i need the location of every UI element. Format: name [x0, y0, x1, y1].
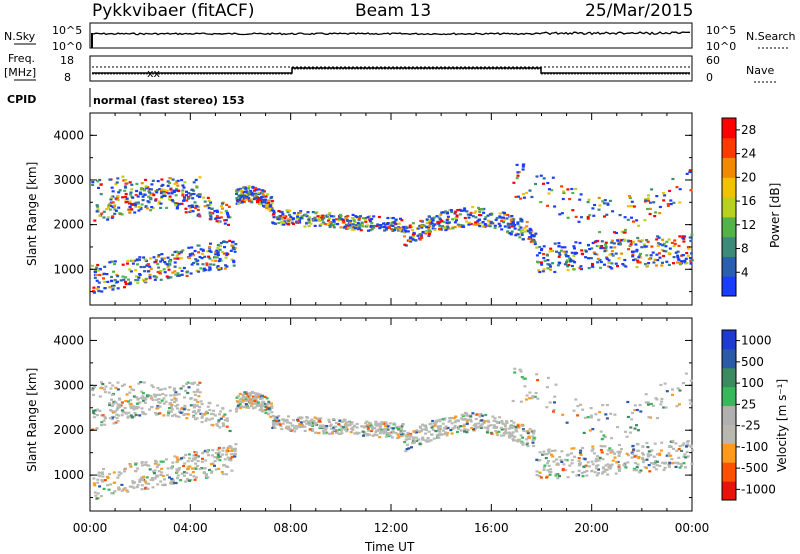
velocity-colorbar-tick: 1000	[741, 334, 772, 348]
nave-trace	[92, 68, 690, 75]
nsky-tick-bottom: 10^0	[52, 40, 82, 53]
y-tick-label: 2000	[53, 218, 84, 232]
freq-trace	[92, 67, 690, 74]
freq-tick-top: 18	[60, 54, 74, 67]
freq-label: Freq.	[8, 52, 35, 65]
x-tick-label: 08:00	[273, 521, 308, 535]
velocity-colorbar-tick: 100	[741, 376, 764, 390]
velocity-ylabel: Slant Range [km]	[25, 368, 39, 472]
power-colorbar-tick: 20	[741, 170, 756, 184]
power-colorbar-tick: 16	[741, 194, 756, 208]
power-ylabel: Slant Range [km]	[25, 162, 39, 266]
velocity-data	[91, 367, 694, 500]
cpid-text: normal (fast stereo) 153	[93, 94, 245, 107]
x-tick-label: 04:00	[173, 521, 208, 535]
date-title: 25/Mar/2015	[585, 1, 693, 21]
velocity-colorbar: 1000 500 100 25 -25 -100 -500 -1000 Velocity [m…	[721, 329, 789, 501]
power-colorbar-label: Power [dB]	[768, 183, 782, 248]
velocity-colorbar-tick: -500	[741, 461, 768, 475]
freq-glitch: xx	[147, 67, 161, 80]
nave-label: Nave	[746, 64, 774, 77]
power-colorbar-tick: 24	[741, 147, 756, 161]
freq-tick-bottom: 8	[64, 71, 71, 84]
velocity-panel: 1000 2000 3000 4000 Slant Range [km]	[25, 317, 694, 512]
power-colorbar-tick: 12	[741, 218, 756, 232]
freq-unit: [MHz]	[4, 66, 36, 79]
cpid-label: CPID	[7, 93, 36, 106]
velocity-colorbar-tick: 500	[741, 355, 764, 369]
nave-tick-bottom: 0	[706, 71, 713, 84]
nsky-trace	[91, 31, 690, 36]
x-tick-label: 00:00	[675, 521, 710, 535]
cpid-row: CPID normal (fast stereo) 153	[7, 88, 245, 107]
time-tick-labels: 00:00 04:00 08:00 12:00 16:00 20:00 00:00	[73, 521, 710, 535]
velocity-colorbar-tick: -100	[741, 440, 768, 454]
power-colorbar-tick: 4	[741, 265, 749, 279]
power-colorbar-tick: 28	[741, 123, 756, 137]
y-tick-label: 3000	[53, 378, 84, 392]
power-colorbar: 4 8 12 16 20 24 28 Power [dB]	[721, 117, 782, 297]
velocity-colorbar-tick: -25	[741, 419, 761, 433]
y-tick-label: 3000	[53, 173, 84, 187]
power-panel: 1000 2000 3000 4000 Slant Range [km]	[25, 112, 694, 306]
nsky-tick-top: 10^5	[52, 24, 82, 37]
nave-tick-top: 60	[706, 54, 720, 67]
y-tick-label: 4000	[53, 128, 84, 142]
x-tick-label: 20:00	[574, 521, 609, 535]
nsky-panel: N.Sky 10^5 10^0 10^5 10^0 N.Search	[4, 22, 796, 53]
y-tick-label: 2000	[53, 423, 84, 437]
beam-title: Beam 13	[355, 1, 431, 21]
freq-panel: Freq. [MHz] 18 8 60 0 Nave xx	[4, 52, 776, 84]
power-colorbar-tick: 8	[741, 242, 749, 256]
velocity-colorbar-tick: 25	[741, 397, 756, 411]
nsky-label: N.Sky	[4, 30, 36, 43]
power-data	[91, 163, 694, 294]
x-tick-label: 16:00	[474, 521, 509, 535]
nsearch-tick-top: 10^5	[706, 24, 736, 37]
velocity-colorbar-tick: -1000	[741, 482, 776, 496]
nsearch-tick-bottom: 10^0	[706, 40, 736, 53]
y-tick-label: 1000	[53, 468, 84, 482]
xlabel: Time UT	[364, 540, 415, 554]
station-title: Pykkvibaer (fitACF)	[92, 1, 254, 21]
x-tick-label: 12:00	[374, 521, 409, 535]
y-tick-label: 4000	[53, 333, 84, 347]
y-tick-label: 1000	[53, 262, 84, 276]
velocity-colorbar-label: Velocity [m s⁻¹]	[775, 379, 789, 472]
nsearch-label: N.Search	[746, 30, 796, 43]
x-tick-label: 00:00	[73, 521, 108, 535]
